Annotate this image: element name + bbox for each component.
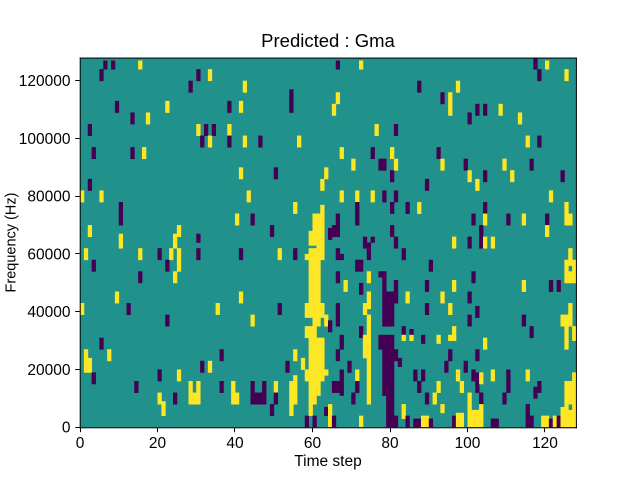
svg-text:120: 120 [532, 435, 558, 452]
svg-text:120000: 120000 [19, 73, 71, 90]
svg-text:80: 80 [381, 435, 399, 452]
svg-text:100000: 100000 [19, 131, 71, 148]
svg-text:Time step: Time step [294, 453, 361, 470]
svg-text:0: 0 [76, 435, 85, 452]
svg-text:20000: 20000 [27, 362, 70, 379]
svg-text:20: 20 [149, 435, 167, 452]
svg-text:40000: 40000 [27, 304, 70, 321]
svg-text:40: 40 [226, 435, 244, 452]
svg-text:80000: 80000 [27, 189, 70, 206]
svg-text:60: 60 [304, 435, 322, 452]
svg-text:0: 0 [62, 420, 71, 437]
svg-text:60000: 60000 [27, 246, 70, 263]
svg-text:Predicted : Gma: Predicted : Gma [261, 30, 395, 51]
svg-text:Frequency (Hz): Frequency (Hz) [4, 193, 20, 293]
svg-text:100: 100 [455, 435, 481, 452]
